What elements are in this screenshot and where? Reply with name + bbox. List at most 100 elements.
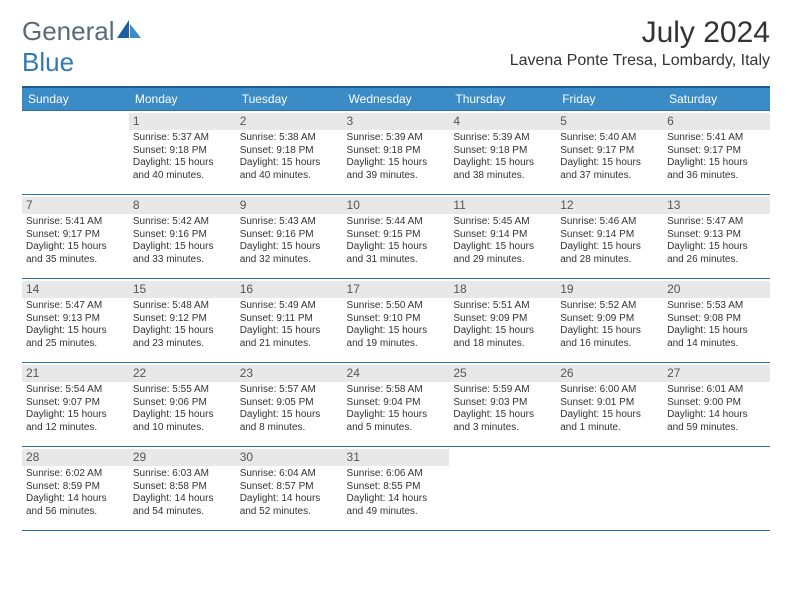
month-title: July 2024 — [510, 16, 770, 50]
sunset-text: Sunset: 8:57 PM — [240, 481, 339, 494]
day-number: 30 — [236, 449, 343, 466]
day-info: Sunrise: 5:45 AMSunset: 9:14 PMDaylight:… — [453, 216, 552, 266]
weekday-header-row: Sunday Monday Tuesday Wednesday Thursday… — [22, 87, 770, 111]
sunrise-text: Sunrise: 5:49 AM — [240, 300, 339, 313]
day-number: 25 — [449, 365, 556, 382]
sunrise-text: Sunrise: 5:55 AM — [133, 384, 232, 397]
sunrise-text: Sunrise: 5:43 AM — [240, 216, 339, 229]
day-info: Sunrise: 6:00 AMSunset: 9:01 PMDaylight:… — [560, 384, 659, 434]
calendar-cell: 30Sunrise: 6:04 AMSunset: 8:57 PMDayligh… — [236, 447, 343, 531]
day-number: 2 — [236, 113, 343, 130]
daylight-text: Daylight: 15 hours and 10 minutes. — [133, 409, 232, 434]
sunrise-text: Sunrise: 5:52 AM — [560, 300, 659, 313]
day-number: 17 — [343, 281, 450, 298]
calendar-cell: 20Sunrise: 5:53 AMSunset: 9:08 PMDayligh… — [663, 279, 770, 363]
sunset-text: Sunset: 9:12 PM — [133, 313, 232, 326]
daylight-text: Daylight: 15 hours and 14 minutes. — [667, 325, 766, 350]
day-info: Sunrise: 5:47 AMSunset: 9:13 PMDaylight:… — [667, 216, 766, 266]
calendar-cell: 11Sunrise: 5:45 AMSunset: 9:14 PMDayligh… — [449, 195, 556, 279]
sunset-text: Sunset: 9:07 PM — [26, 397, 125, 410]
calendar-cell: 3Sunrise: 5:39 AMSunset: 9:18 PMDaylight… — [343, 111, 450, 195]
calendar-cell: 31Sunrise: 6:06 AMSunset: 8:55 PMDayligh… — [343, 447, 450, 531]
sunset-text: Sunset: 8:55 PM — [347, 481, 446, 494]
sunset-text: Sunset: 9:16 PM — [133, 229, 232, 242]
day-info: Sunrise: 5:41 AMSunset: 9:17 PMDaylight:… — [667, 132, 766, 182]
calendar-cell: 17 Sunrise: 5:50 AMSunset: 9:10 PMDayligh… — [343, 279, 450, 363]
day-info: Sunrise: 5:50 AMSunset: 9:10 PMDaylight:… — [347, 300, 446, 350]
sunset-text: Sunset: 9:08 PM — [667, 313, 766, 326]
sunrise-text: Sunrise: 5:41 AM — [26, 216, 125, 229]
calendar-cell: 8Sunrise: 5:42 AMSunset: 9:16 PMDaylight… — [129, 195, 236, 279]
sunrise-text: Sunrise: 5:42 AM — [133, 216, 232, 229]
sunset-text: Sunset: 9:17 PM — [667, 145, 766, 158]
calendar-cell: 23Sunrise: 5:57 AMSunset: 9:05 PMDayligh… — [236, 363, 343, 447]
sunset-text: Sunset: 9:18 PM — [240, 145, 339, 158]
sunrise-text: Sunrise: 5:39 AM — [347, 132, 446, 145]
day-number: 29 — [129, 449, 236, 466]
day-info: Sunrise: 5:59 AMSunset: 9:03 PMDaylight:… — [453, 384, 552, 434]
calendar-table: Sunday Monday Tuesday Wednesday Thursday… — [22, 86, 770, 531]
calendar-row: 21Sunrise: 5:54 AMSunset: 9:07 PMDayligh… — [22, 363, 770, 447]
day-info: Sunrise: 5:44 AMSunset: 9:15 PMDaylight:… — [347, 216, 446, 266]
sunset-text: Sunset: 9:11 PM — [240, 313, 339, 326]
calendar-cell: 2 Sunrise: 5:38 AMSunset: 9:18 PMDaylight… — [236, 111, 343, 195]
daylight-text: Daylight: 14 hours and 56 minutes. — [26, 493, 125, 518]
day-number: 12 — [556, 197, 663, 214]
sunset-text: Sunset: 9:18 PM — [347, 145, 446, 158]
calendar-cell: 16Sunrise: 5:49 AMSunset: 9:11 PMDayligh… — [236, 279, 343, 363]
calendar-row: 28Sunrise: 6:02 AMSunset: 8:59 PMDayligh… — [22, 447, 770, 531]
sunrise-text: Sunrise: 5:45 AM — [453, 216, 552, 229]
day-info: Sunrise: 5:40 AMSunset: 9:17 PMDaylight:… — [560, 132, 659, 182]
day-info: Sunrise: 5:47 AMSunset: 9:13 PMDaylight:… — [26, 300, 125, 350]
sunset-text: Sunset: 9:05 PM — [240, 397, 339, 410]
calendar-row: 7 Sunrise: 5:41 AMSunset: 9:17 PMDaylight… — [22, 195, 770, 279]
sunrise-text: Sunrise: 5:48 AM — [133, 300, 232, 313]
sunrise-text: Sunrise: 5:39 AM — [453, 132, 552, 145]
calendar-cell: 19Sunrise: 5:52 AMSunset: 9:09 PMDayligh… — [556, 279, 663, 363]
day-number: 24 — [343, 365, 450, 382]
daylight-text: Daylight: 15 hours and 36 minutes. — [667, 157, 766, 182]
sunrise-text: Sunrise: 6:00 AM — [560, 384, 659, 397]
day-info: Sunrise: 6:06 AMSunset: 8:55 PMDaylight:… — [347, 468, 446, 518]
sunrise-text: Sunrise: 5:38 AM — [240, 132, 339, 145]
calendar-cell: 27Sunrise: 6:01 AMSunset: 9:00 PMDayligh… — [663, 363, 770, 447]
daylight-text: Daylight: 15 hours and 23 minutes. — [133, 325, 232, 350]
sunrise-text: Sunrise: 5:44 AM — [347, 216, 446, 229]
sunrise-text: Sunrise: 5:57 AM — [240, 384, 339, 397]
sunrise-text: Sunrise: 6:01 AM — [667, 384, 766, 397]
sunset-text: Sunset: 9:10 PM — [347, 313, 446, 326]
sunrise-text: Sunrise: 6:03 AM — [133, 468, 232, 481]
weekday-header: Thursday — [449, 87, 556, 111]
weekday-header: Saturday — [663, 87, 770, 111]
sunset-text: Sunset: 9:09 PM — [453, 313, 552, 326]
day-info: Sunrise: 5:57 AMSunset: 9:05 PMDaylight:… — [240, 384, 339, 434]
day-number: 28 — [22, 449, 129, 466]
sunset-text: Sunset: 9:06 PM — [133, 397, 232, 410]
calendar-row: 14Sunrise: 5:47 AMSunset: 9:13 PMDayligh… — [22, 279, 770, 363]
daylight-text: Daylight: 15 hours and 35 minutes. — [26, 241, 125, 266]
calendar-cell: 1Sunrise: 5:37 AMSunset: 9:18 PMDaylight… — [129, 111, 236, 195]
sunrise-text: Sunrise: 6:02 AM — [26, 468, 125, 481]
sunrise-text: Sunrise: 5:54 AM — [26, 384, 125, 397]
logo-part2: Blue — [22, 47, 74, 77]
day-info: Sunrise: 6:01 AMSunset: 9:00 PMDaylight:… — [667, 384, 766, 434]
sunrise-text: Sunrise: 5:47 AM — [26, 300, 125, 313]
day-info: Sunrise: 5:43 AMSunset: 9:16 PMDaylight:… — [240, 216, 339, 266]
daylight-text: Daylight: 15 hours and 26 minutes. — [667, 241, 766, 266]
day-number: 22 — [129, 365, 236, 382]
day-number: 19 — [556, 281, 663, 298]
day-number: 7 — [22, 197, 129, 214]
daylight-text: Daylight: 15 hours and 1 minute. — [560, 409, 659, 434]
sunset-text: Sunset: 9:13 PM — [26, 313, 125, 326]
sunset-text: Sunset: 9:18 PM — [133, 145, 232, 158]
day-number: 1 — [129, 113, 236, 130]
day-info: Sunrise: 6:03 AMSunset: 8:58 PMDaylight:… — [133, 468, 232, 518]
sunset-text: Sunset: 9:16 PM — [240, 229, 339, 242]
sunset-text: Sunset: 9:13 PM — [667, 229, 766, 242]
day-info: Sunrise: 5:41 AMSunset: 9:17 PMDaylight:… — [26, 216, 125, 266]
sunrise-text: Sunrise: 6:06 AM — [347, 468, 446, 481]
daylight-text: Daylight: 15 hours and 38 minutes. — [453, 157, 552, 182]
day-info: Sunrise: 5:38 AMSunset: 9:18 PMDaylight:… — [240, 132, 339, 182]
day-number: 3 — [343, 113, 450, 130]
day-number: 16 — [236, 281, 343, 298]
